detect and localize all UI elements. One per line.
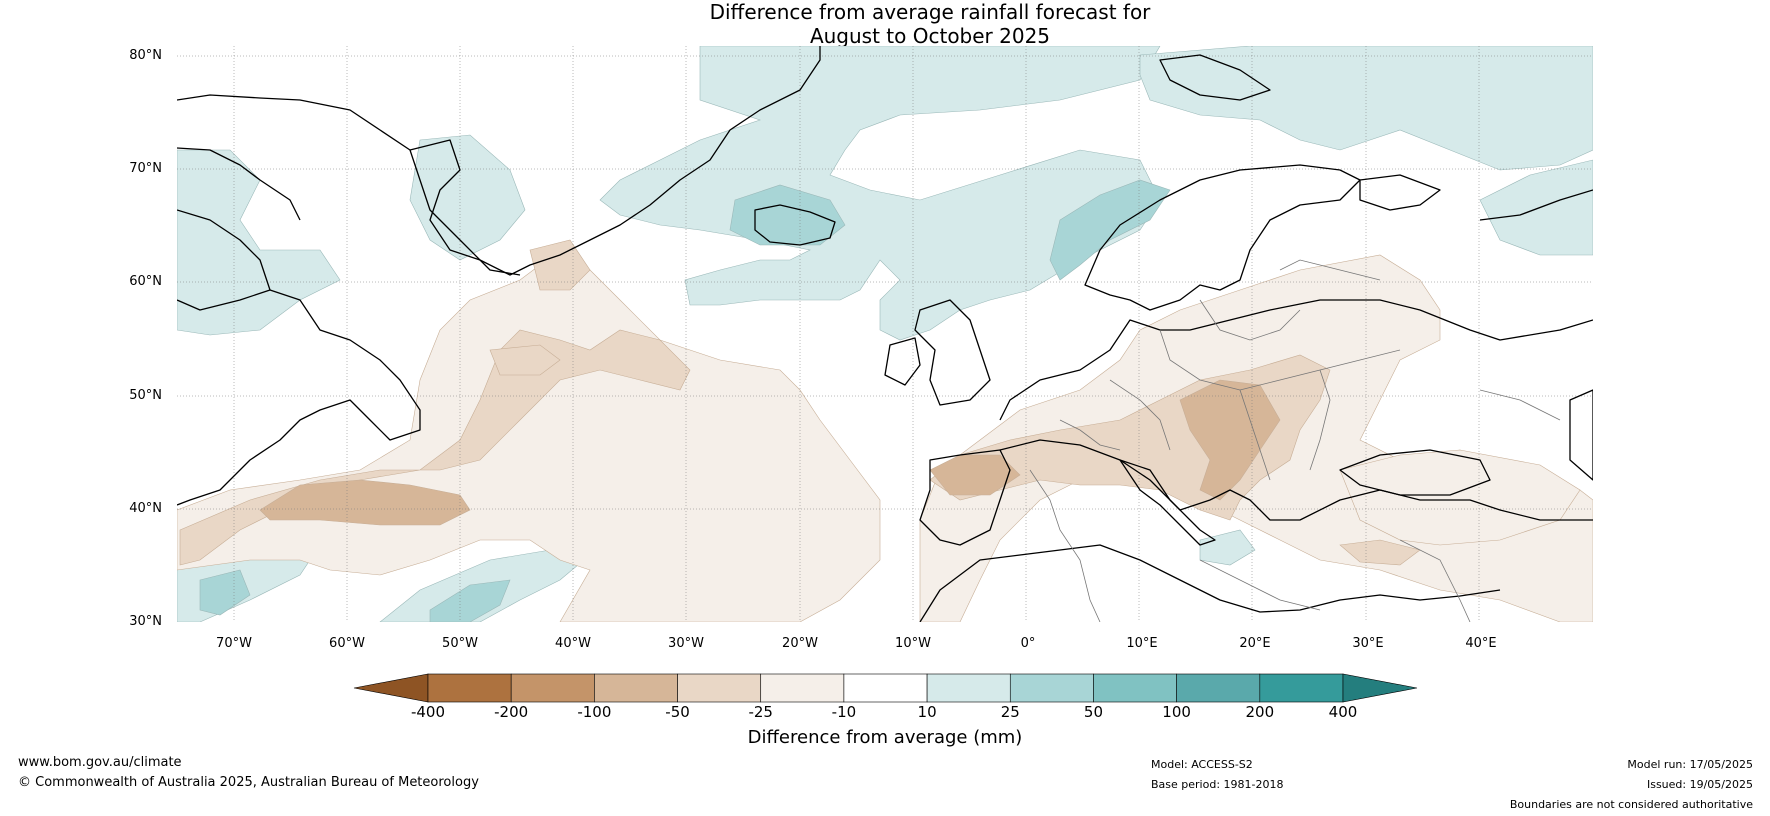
lon-label-10w: 10°W (895, 636, 931, 651)
lon-label-10e: 10°E (1126, 636, 1158, 651)
coast-italy (1119, 459, 1216, 546)
coast-caspian (1569, 389, 1593, 481)
lat-label-80n: 80°N (129, 48, 162, 63)
colorbar-segment (594, 673, 678, 703)
colorbar-tick-label: -10 (831, 703, 857, 721)
lon-label-50w: 50°W (442, 636, 478, 651)
wet-anomaly-regions (177, 46, 1593, 622)
colorbar-tick-label: 25 (1000, 703, 1020, 721)
colorbar-tick-label: 10 (917, 703, 937, 721)
colorbar-tick-label: 400 (1328, 703, 1358, 721)
footer-disclaimer: Boundaries are not considered authoritat… (1509, 798, 1753, 811)
colorbar-extend-low (353, 673, 429, 703)
coast-svalbard (1159, 54, 1271, 101)
colorbar (353, 673, 1418, 703)
colorbar-segment (1009, 673, 1094, 703)
coast-black-sea (1339, 449, 1491, 496)
lon-label-30e: 30°E (1352, 636, 1384, 651)
footer-issued: Issued: 19/05/2025 (1646, 778, 1753, 791)
wet-region-southwest-dark (199, 569, 251, 616)
colorbar-segment (427, 673, 512, 703)
graticule (177, 46, 1593, 622)
colorbar-tick-label: -200 (494, 703, 529, 721)
lon-label-30w: 30°W (668, 636, 704, 651)
dry-region-atlantic-core (259, 479, 471, 526)
footer-base-period: Base period: 1981-2018 (1151, 778, 1284, 791)
coast-siberia (1479, 189, 1593, 221)
colorbar-segment (926, 673, 1011, 703)
colorbar-segment (760, 673, 845, 703)
dry-region-atlantic-upper (489, 344, 561, 376)
colorbar-tick-label: -100 (577, 703, 612, 721)
map-title: Difference from average rainfall forecas… (0, 0, 1770, 48)
footer-model: Model: ACCESS-S2 (1151, 758, 1253, 771)
colorbar-extend-high (1342, 673, 1418, 703)
dry-region-balkans-core (1179, 379, 1281, 501)
dry-region-greenland-south (529, 239, 591, 291)
lon-label-60w: 60°W (329, 636, 365, 651)
wet-region-svalbard (1139, 46, 1593, 171)
footer-website: www.bom.gov.au/climate (18, 755, 182, 770)
coast-greenland-west (409, 149, 521, 276)
lon-label-0: 0° (1020, 636, 1036, 651)
colorbar-tick-label: 50 (1083, 703, 1103, 721)
lat-label-40n: 40°N (129, 501, 162, 516)
colorbar-segment (677, 673, 762, 703)
lon-label-40w: 40°W (555, 636, 591, 651)
coast-kola (1359, 174, 1441, 211)
lat-label-70n: 70°N (129, 161, 162, 176)
lon-label-40e: 40°E (1465, 636, 1497, 651)
coast-greenland (177, 46, 821, 276)
colorbar-tick-label: 100 (1162, 703, 1191, 721)
wet-region-north-atlantic (599, 46, 1161, 341)
lat-label-30n: 30°N (129, 614, 162, 629)
colorbar-tick-label: -50 (665, 703, 690, 721)
map-area (177, 46, 1593, 622)
coast-iberia (919, 449, 1011, 546)
colorbar-segment (1176, 673, 1261, 703)
colorbar-segment (1093, 673, 1177, 703)
coast-labrador (177, 289, 421, 506)
coast-iceland (754, 204, 836, 246)
lon-label-70w: 70°W (216, 636, 252, 651)
map-title-line2: August to October 2025 (809, 24, 1051, 48)
wet-region-norway (1049, 179, 1171, 281)
dry-region-central-atlantic (177, 249, 881, 622)
coast-baffin (177, 209, 271, 291)
wet-region-greenland-east (409, 134, 526, 261)
lon-label-20w: 20°W (782, 636, 818, 651)
colorbar-tick-label: -400 (410, 703, 446, 721)
lat-label-50n: 50°N (129, 388, 162, 403)
coastlines (177, 46, 1593, 622)
lat-label-60n: 60°N (129, 274, 162, 289)
coast-mediterranean-north (999, 439, 1593, 521)
coast-british-isles (914, 299, 991, 406)
footer-model-run: Model run: 17/05/2025 (1627, 758, 1753, 771)
map-title-line1: Difference from average rainfall forecas… (709, 0, 1151, 24)
wet-region-east (1479, 159, 1593, 256)
coast-scandinavia (1084, 164, 1361, 311)
lon-label-20e: 20°E (1239, 636, 1271, 651)
wet-region-iceland (729, 184, 846, 246)
colorbar-segment (1259, 673, 1344, 703)
colorbar-segment (510, 673, 595, 703)
colorbar-title: Difference from average (mm) (747, 727, 1023, 748)
wet-region-south-mid-dark (429, 579, 511, 622)
colorbar-tick-label: -25 (748, 703, 773, 721)
coast-north-africa (919, 544, 1501, 622)
footer-copyright: © Commonwealth of Australia 2025, Austra… (18, 775, 479, 790)
national-borders (1029, 259, 1561, 622)
dry-region-mediterranean-east (1339, 539, 1421, 566)
colorbar-segment (843, 673, 928, 703)
colorbar-tick-label: 200 (1245, 703, 1275, 721)
wet-region-labrador (177, 149, 341, 336)
coast-europe-west (999, 299, 1593, 421)
coast-ireland (884, 337, 921, 386)
